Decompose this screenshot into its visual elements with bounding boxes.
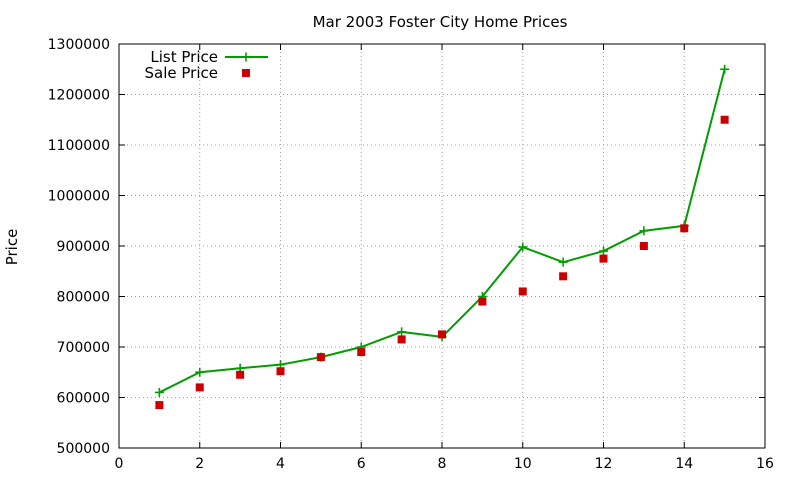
x-tick-label: 6 xyxy=(357,456,366,472)
axis-ticks: 0 2 4 6 8 10 12 14 16 500000 600000 700000 800000 900… xyxy=(48,37,774,472)
data-point xyxy=(518,242,528,252)
data-point xyxy=(195,383,204,392)
legend-marker xyxy=(242,69,250,77)
data-point xyxy=(195,367,205,377)
y-tick-label: 900000 xyxy=(57,239,110,255)
legend-label: List Price xyxy=(150,48,218,66)
data-point xyxy=(316,353,325,362)
data-point xyxy=(680,224,689,233)
y-tick-label: 800000 xyxy=(57,290,110,306)
data-point xyxy=(357,348,366,357)
x-tick-label: 10 xyxy=(514,456,532,472)
data-point xyxy=(599,254,608,263)
x-tick-label: 2 xyxy=(195,456,204,472)
data-point xyxy=(639,226,649,236)
data-point xyxy=(397,327,407,337)
x-tick-label: 14 xyxy=(675,456,693,472)
chart-title: Mar 2003 Foster City Home Prices xyxy=(313,13,568,31)
grid xyxy=(119,44,765,448)
data-point xyxy=(639,242,648,250)
x-tick-label: 16 xyxy=(756,456,774,472)
data-point xyxy=(154,387,164,397)
y-axis-label: Price xyxy=(3,229,21,266)
data-point xyxy=(599,246,608,256)
data-point xyxy=(438,330,446,339)
series-1 xyxy=(154,64,730,397)
y-tick-label: 1100000 xyxy=(48,138,110,154)
y-tick-label: 600000 xyxy=(57,391,110,407)
y-tick-label: 1200000 xyxy=(48,88,110,104)
data-point xyxy=(478,297,487,306)
y-tick-label: 1300000 xyxy=(48,37,110,53)
data-point xyxy=(155,401,164,410)
legend-label: Sale Price xyxy=(145,64,218,82)
series-2 xyxy=(155,115,729,410)
y-tick-label: 700000 xyxy=(57,340,110,356)
data-point xyxy=(397,335,406,344)
x-tick-label: 4 xyxy=(276,456,285,472)
x-tick-label: 0 xyxy=(115,456,124,472)
y-tick-label: 1000000 xyxy=(48,189,110,205)
data-point xyxy=(276,367,285,376)
series-layer xyxy=(154,64,730,410)
data-point xyxy=(558,257,568,267)
data-point xyxy=(720,64,730,74)
x-tick-label: 12 xyxy=(595,456,613,472)
data-point xyxy=(236,370,245,379)
data-point xyxy=(559,272,568,281)
y-tick-label: 500000 xyxy=(57,441,110,457)
data-point xyxy=(518,287,527,296)
x-tick-label: 8 xyxy=(438,456,447,472)
data-point xyxy=(720,115,729,124)
legend-marker xyxy=(241,52,251,62)
